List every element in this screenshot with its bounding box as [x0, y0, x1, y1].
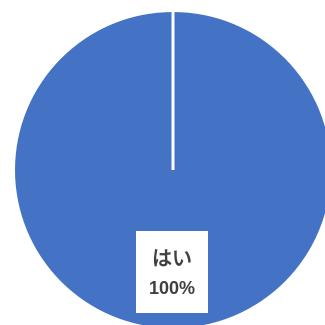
data-label: はい 100%	[136, 231, 208, 313]
data-label-category: はい	[152, 245, 192, 270]
data-label-percent: 100%	[148, 277, 196, 298]
pie-slice-0	[15, 12, 325, 325]
